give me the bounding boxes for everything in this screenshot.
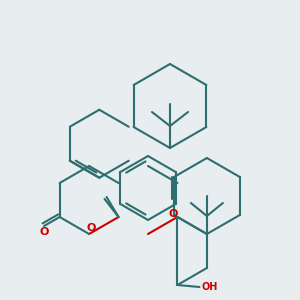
Text: O: O — [169, 209, 178, 219]
Text: O: O — [86, 223, 96, 233]
Text: OH: OH — [201, 282, 218, 292]
Text: O: O — [39, 227, 49, 237]
